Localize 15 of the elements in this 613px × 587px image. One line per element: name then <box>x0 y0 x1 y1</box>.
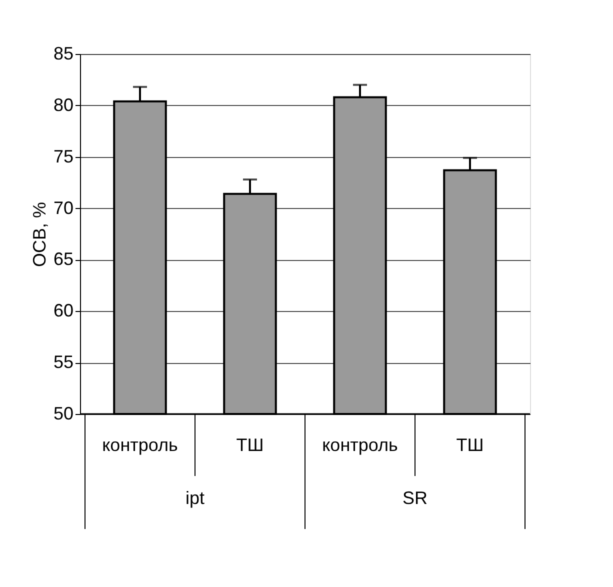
y-tick-label: 85 <box>53 44 74 64</box>
text: ipt <box>185 488 205 508</box>
y-axis-title: ОСВ, % <box>29 202 50 268</box>
y-tick-label: 55 <box>53 352 74 372</box>
y-tick-label: 50 <box>53 404 74 424</box>
x-tick-label: контроль <box>322 435 398 455</box>
y-tick-label: 80 <box>53 94 74 115</box>
text: SR <box>402 488 428 508</box>
y-tick-label: 65 <box>53 249 74 270</box>
y-tick-label: 60 <box>53 300 74 321</box>
y-tick-label: 75 <box>53 146 74 166</box>
x-tick-label: контроль <box>102 435 178 455</box>
x-tick-label: ТШ <box>236 435 264 455</box>
y-tick-label: 70 <box>53 198 74 218</box>
x-tick-label: ТШ <box>456 435 484 455</box>
